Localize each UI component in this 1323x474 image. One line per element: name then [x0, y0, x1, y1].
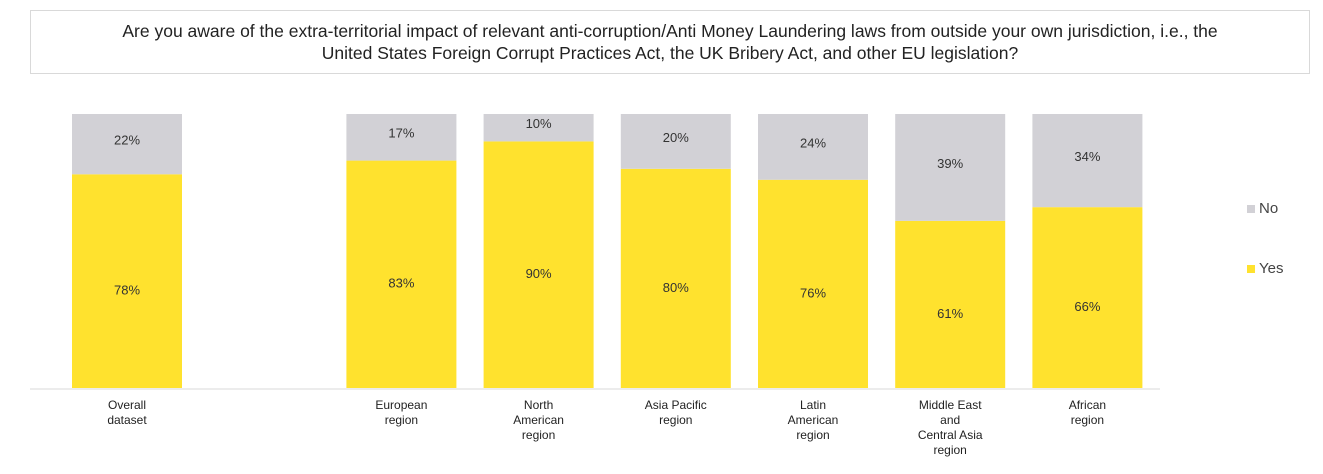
data-label: 80%: [663, 280, 689, 295]
x-tick-label: Asia Pacific region: [644, 398, 707, 427]
data-label: 83%: [388, 276, 414, 291]
bar-segment: [72, 174, 182, 388]
x-tick-label: North American region: [513, 398, 564, 442]
x-tick-label: Overall dataset: [107, 398, 147, 427]
bar-segment: [1032, 114, 1143, 208]
data-label: 34%: [1074, 149, 1100, 164]
x-tick-label: European region: [375, 398, 428, 427]
data-label: 39%: [937, 156, 963, 171]
data-label: 20%: [663, 130, 689, 145]
bar-segment: [483, 114, 594, 142]
bar-segment: [758, 114, 868, 180]
chart-title: Are you aware of the extra-territorial i…: [122, 21, 1218, 63]
bar-segment: [758, 179, 868, 388]
data-label: 61%: [937, 306, 963, 321]
bar-segment: [483, 141, 594, 388]
legend-swatch: [1247, 204, 1255, 213]
bar-segment: [346, 114, 457, 161]
data-label: 24%: [800, 135, 826, 150]
data-label: 22%: [114, 133, 140, 148]
legend-label: No: [1259, 200, 1279, 217]
bar-segment: [620, 114, 731, 169]
legend-item: No: [1247, 200, 1278, 217]
data-label: 90%: [526, 266, 552, 281]
legend-swatch: [1247, 264, 1255, 273]
data-label: 17%: [388, 126, 414, 141]
data-label: 78%: [114, 283, 140, 298]
bar-segment: [895, 114, 1006, 221]
bar-segment: [895, 220, 1006, 388]
title-box: Are you aware of the extra-territorial i…: [30, 10, 1310, 74]
bar-segment: [620, 168, 731, 388]
bar-segment: [346, 160, 457, 388]
legend-item: Yes: [1247, 260, 1283, 277]
legend-label: Yes: [1259, 260, 1284, 277]
x-tick-label: African region: [1068, 398, 1107, 427]
x-tick-label: Latin American region: [787, 398, 839, 442]
x-tick-label: Middle East and Central Asia region: [917, 398, 983, 457]
bar-segment: [72, 114, 182, 175]
bar-segment: [1032, 207, 1143, 388]
data-label: 76%: [800, 285, 826, 300]
data-label: 10%: [526, 116, 552, 131]
data-label: 66%: [1074, 299, 1100, 314]
